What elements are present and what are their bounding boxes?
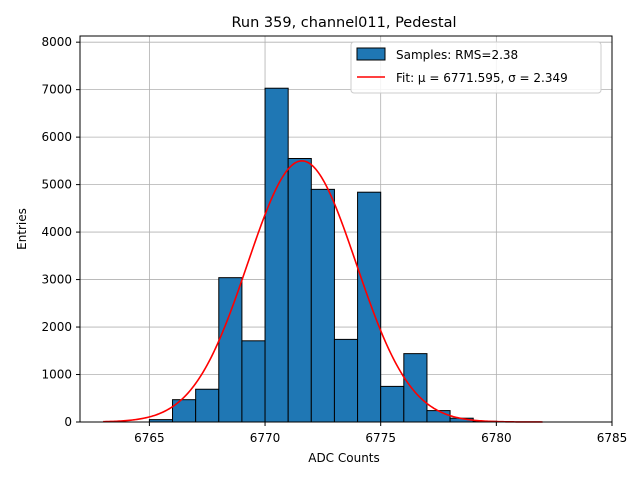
chart-title: Run 359, channel011, Pedestal [231, 15, 456, 31]
y-tick-label: 1000 [41, 368, 72, 382]
legend: Samples: RMS=2.38 Fit: μ = 6771.595, σ =… [350, 41, 602, 94]
x-tick-label: 6775 [365, 431, 396, 445]
histogram-bar [403, 353, 428, 423]
y-tick-label: 4000 [41, 225, 72, 239]
x-tick-label: 6780 [481, 431, 512, 445]
legend-label-fit: Fit: μ = 6771.595, σ = 2.349 [396, 71, 568, 85]
y-tick-label: 6000 [41, 130, 72, 144]
histogram-bar [195, 388, 220, 423]
histogram-bar [218, 277, 243, 423]
histogram-bar [310, 188, 335, 423]
x-axis-label: ADC Counts [308, 451, 380, 465]
histogram-bar [357, 191, 382, 423]
legend-swatch-histogram [356, 47, 386, 61]
x-axis-ticks: 6765 6770 6775 6780 6785 [134, 422, 627, 445]
x-tick-label: 6785 [597, 431, 628, 445]
y-axis-ticks: 0 1000 2000 3000 4000 5000 6000 7000 8000 [41, 35, 80, 429]
legend-box [350, 41, 602, 94]
y-axis-label: Entries [15, 208, 29, 250]
x-tick-label: 6770 [250, 431, 281, 445]
x-tick-label: 6765 [134, 431, 165, 445]
axes-frame [79, 35, 613, 423]
fit-curve [103, 160, 543, 423]
histogram-bar [241, 340, 266, 423]
histogram-bar [380, 385, 405, 423]
histogram-bar [426, 410, 451, 423]
legend-label-histogram: Samples: RMS=2.38 [396, 48, 518, 62]
y-tick-label: 5000 [41, 178, 72, 192]
histogram-bar [172, 399, 197, 423]
y-tick-label: 2000 [41, 320, 72, 334]
y-tick-label: 7000 [41, 83, 72, 97]
y-tick-label: 3000 [41, 273, 72, 287]
y-tick-label: 8000 [41, 35, 72, 49]
histogram-bar [333, 338, 359, 423]
histogram-bar [287, 157, 312, 423]
y-tick-label: 0 [64, 415, 72, 429]
histogram-bar [264, 87, 289, 423]
histogram-bars [148, 87, 497, 423]
